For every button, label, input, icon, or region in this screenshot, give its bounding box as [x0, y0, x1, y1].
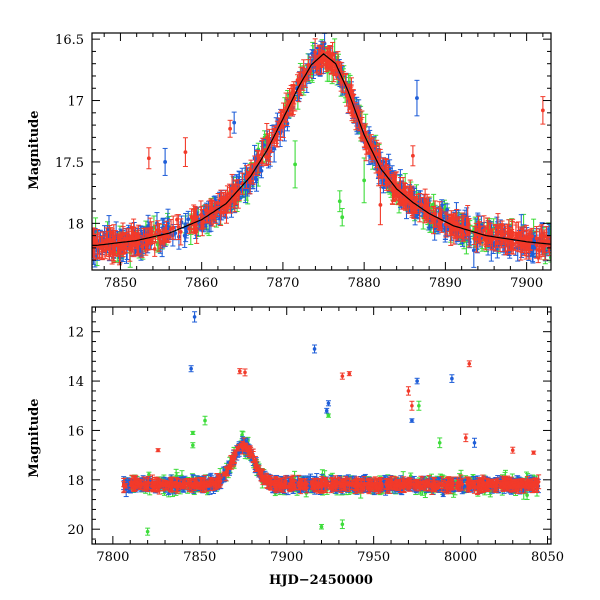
data-point-red — [313, 50, 318, 55]
data-point-red — [221, 210, 226, 215]
data-point-blue — [186, 217, 191, 222]
data-point-red — [511, 241, 515, 246]
data-point-red — [199, 213, 204, 218]
data-point-red — [327, 50, 332, 55]
data-point-red — [543, 244, 547, 249]
data-point-red — [237, 190, 242, 195]
data-point-red — [409, 195, 414, 200]
data-point-red — [423, 198, 428, 203]
data-point-red — [153, 232, 158, 236]
data-point-green — [293, 162, 297, 167]
data-point-red — [176, 225, 181, 229]
data-point-red — [260, 149, 265, 153]
data-point-red — [510, 233, 515, 238]
data-point-red — [390, 187, 395, 192]
data-point-blue — [259, 169, 264, 173]
data-point-red — [124, 237, 129, 241]
data-point-red — [163, 234, 168, 239]
data-point-red — [444, 222, 448, 227]
data-point-red — [256, 153, 261, 158]
data-point-red — [404, 190, 408, 195]
data-point-blue — [173, 231, 178, 236]
data-point-blue — [415, 96, 419, 100]
data-point-red — [92, 238, 95, 243]
data-point-red — [455, 227, 460, 232]
zoom-plot-area — [92, 33, 551, 268]
data-point-red — [203, 208, 208, 213]
data-point-red — [187, 226, 192, 231]
data-point-blue — [179, 220, 184, 225]
data-point-red — [437, 212, 442, 217]
data-point-red — [419, 202, 424, 207]
data-point-red — [115, 243, 120, 248]
data-point-green — [337, 199, 342, 204]
data-point-red — [414, 206, 419, 211]
data-point-red — [401, 201, 406, 206]
data-point-red — [484, 238, 489, 243]
data-point-blue — [471, 248, 476, 253]
data-point-red — [152, 247, 157, 251]
data-point-green — [340, 215, 345, 220]
data-point-blue — [445, 207, 450, 212]
data-point-red — [513, 236, 518, 241]
data-point-blue — [253, 176, 258, 181]
data-point-blue — [232, 120, 237, 125]
data-point-red — [295, 78, 300, 82]
data-point-blue — [163, 160, 168, 164]
data-point-red — [264, 155, 269, 160]
data-point-red — [380, 174, 385, 179]
data-point-red — [221, 199, 226, 204]
data-point-red — [249, 168, 253, 173]
data-point-red — [524, 236, 529, 241]
data-point-red — [495, 230, 500, 234]
data-point-red — [107, 247, 112, 252]
data-point-red — [178, 230, 183, 234]
data-point-blue — [367, 130, 371, 135]
data-point-red — [93, 238, 98, 243]
data-point-red — [476, 227, 481, 232]
data-point-red — [330, 53, 335, 57]
data-point-red — [429, 214, 434, 219]
data-point-red — [516, 233, 521, 238]
data-point-red — [534, 243, 539, 247]
data-point-red — [329, 66, 334, 71]
data-point-red — [474, 237, 479, 242]
data-point-red — [233, 188, 238, 192]
data-point-red — [331, 68, 336, 73]
data-point-red — [454, 221, 459, 226]
data-point-red — [210, 215, 215, 220]
data-point-red — [503, 238, 508, 243]
data-point-red — [171, 225, 176, 230]
data-point-red — [414, 197, 419, 201]
data-point-red — [548, 239, 551, 244]
data-point-red — [119, 243, 124, 248]
data-point-red — [107, 238, 112, 242]
data-point-red — [244, 175, 249, 179]
data-point-red — [144, 240, 149, 244]
data-point-green — [362, 178, 367, 183]
data-point-red — [344, 93, 349, 98]
data-point-red — [200, 224, 205, 228]
data-point-red — [158, 240, 163, 244]
data-point-red — [301, 70, 306, 75]
data-point-red — [285, 103, 290, 108]
